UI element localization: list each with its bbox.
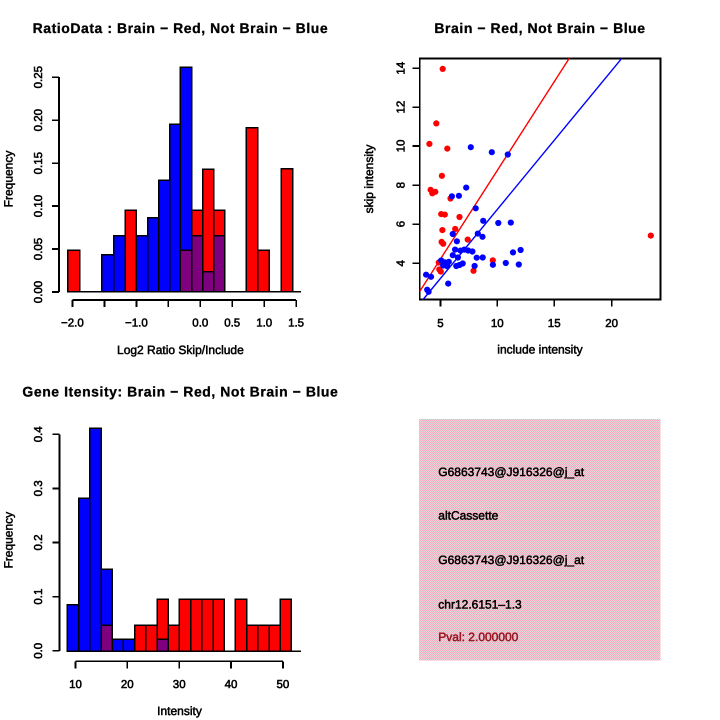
svg-text:30: 30 [173,679,186,691]
svg-text:0.4: 0.4 [33,426,45,443]
svg-text:15: 15 [548,318,561,330]
svg-text:10: 10 [396,140,408,153]
svg-text:0.0: 0.0 [33,643,45,659]
svg-text:0.3: 0.3 [33,480,45,496]
svg-text:Intensity: Intensity [157,704,202,718]
svg-text:0.10: 0.10 [33,195,45,217]
svg-text:0.25: 0.25 [33,66,45,88]
svg-text:0.0: 0.0 [192,318,208,330]
svg-text:Gene Itensity: Brain − Red, No: Gene Itensity: Brain − Red, Not Brain − … [22,384,338,400]
svg-text:20: 20 [605,318,618,330]
svg-text:40: 40 [225,679,238,691]
svg-text:altCassette: altCassette [438,509,498,523]
svg-text:14: 14 [396,61,408,74]
svg-text:0.2: 0.2 [33,535,45,551]
svg-text:skip intensity: skip intensity [362,145,376,214]
svg-text:5: 5 [437,318,443,330]
svg-text:RatioData : Brain − Red, Not B: RatioData : Brain − Red, Not Brain − Blu… [33,20,329,36]
svg-text:Frequency: Frequency [2,151,16,208]
svg-text:0.15: 0.15 [33,152,45,174]
svg-text:Brain − Red, Not Brain − Blue: Brain − Red, Not Brain − Blue [434,20,645,36]
svg-text:0.05: 0.05 [33,238,45,260]
svg-text:Log2 Ratio Skip/Include: Log2 Ratio Skip/Include [117,343,244,357]
svg-text:50: 50 [277,679,290,691]
svg-text:20: 20 [121,679,134,691]
svg-text:10: 10 [491,318,504,330]
svg-text:4: 4 [396,260,408,267]
svg-text:10: 10 [69,679,82,691]
svg-text:8: 8 [396,182,408,188]
svg-text:−1.0: −1.0 [125,318,148,330]
svg-text:1.0: 1.0 [256,318,272,330]
svg-text:Pval: 2.000000: Pval: 2.000000 [438,630,518,644]
svg-text:12: 12 [396,101,408,114]
svg-text:Frequency: Frequency [2,512,16,569]
svg-text:G6863743@J916326@j_at: G6863743@J916326@j_at [438,465,584,479]
svg-text:include intensity: include intensity [497,342,582,356]
svg-text:0.1: 0.1 [33,589,45,605]
svg-text:6: 6 [396,221,408,227]
svg-text:chr12.6151–1.3: chr12.6151–1.3 [438,598,522,612]
svg-text:0.5: 0.5 [224,318,240,330]
svg-text:−2.0: −2.0 [61,318,84,330]
svg-text:0.00: 0.00 [33,281,45,303]
svg-text:1.5: 1.5 [288,318,304,330]
svg-text:0.20: 0.20 [33,109,45,131]
svg-text:G6863743@J916326@j_at: G6863743@J916326@j_at [438,553,584,567]
